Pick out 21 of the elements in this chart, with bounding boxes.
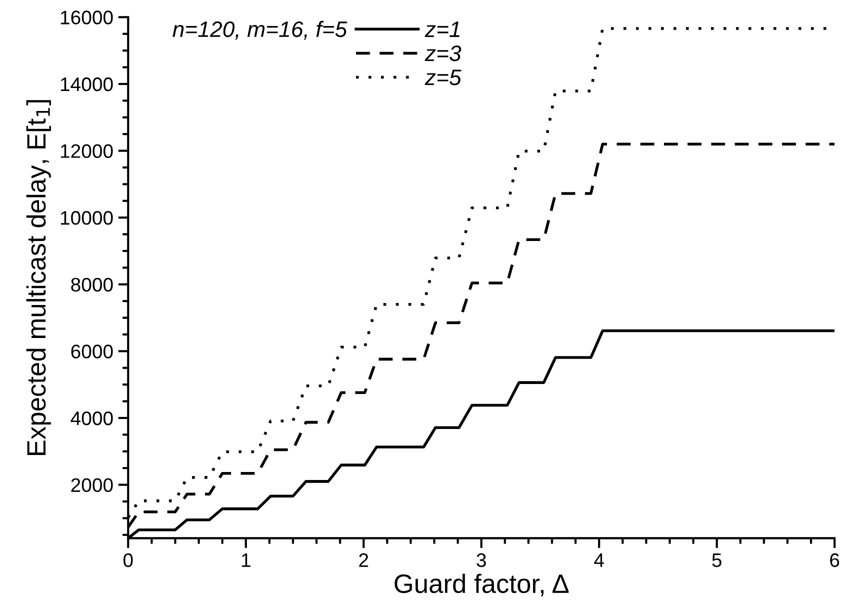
legend-title: n=120, m=16, f=5 [172,20,348,40]
x-tick-label: 0 [123,553,133,568]
y-tick-label: 8000 [71,278,113,292]
x-tick-label: 1 [242,554,250,567]
x-tick-label: 3 [476,553,486,568]
legend-label: z=1 [424,22,460,37]
y-tick-label: 4000 [70,411,113,426]
y-tick-label: 16000 [60,10,113,24]
y-axis-title: Expected multicast delay, E[t$_{1}$] [26,100,51,455]
y-tick-label: 10000 [60,211,113,225]
x-tick-label: 5 [712,554,722,568]
y-tick-label: 14000 [60,77,113,92]
y-tick-label: 6000 [71,344,113,358]
x-tick-label: 6 [830,553,840,568]
y-tick-label: 2000 [71,478,113,492]
y-tick-label: 12000 [60,144,113,158]
x-tick-label: 4 [594,554,604,567]
x-tick-label: 2 [359,553,368,567]
legend-label: z=5 [424,70,462,86]
x-axis-title: Guard factor, Δ [394,574,569,596]
legend-label: z=3 [424,45,462,62]
